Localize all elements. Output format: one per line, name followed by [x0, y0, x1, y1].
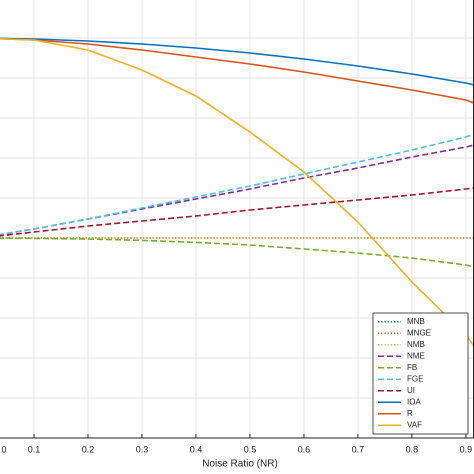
x-tick-label: 0.8: [406, 444, 419, 454]
legend-label: NMB: [407, 340, 425, 349]
legend-label: MNGE: [407, 328, 431, 337]
x-tick-label: 0.3: [136, 444, 149, 454]
series-line: [0, 37, 474, 86]
x-axis-label: Noise Ratio (NR): [202, 459, 278, 470]
legend-label: UI: [407, 386, 415, 395]
x-tick-label: 0.4: [190, 444, 203, 454]
x-tick-label: 0.2: [82, 444, 95, 454]
series-line: [0, 187, 474, 237]
legend-label: FGE: [407, 374, 423, 383]
legend-label: NME: [407, 351, 425, 360]
x-tick-label: 0.1: [28, 444, 41, 454]
legend-label: MNB: [407, 317, 425, 326]
series-line: [0, 37, 474, 104]
series-line: [0, 133, 474, 236]
legend-label: IOA: [407, 397, 421, 406]
series-line: [0, 237, 474, 268]
x-tick-label: 0.6: [298, 444, 311, 454]
series-line: [0, 37, 474, 347]
x-tick-label: 0.9: [460, 444, 473, 454]
x-tick-label: 0.7: [352, 444, 365, 454]
legend-label: FB: [407, 363, 417, 372]
x-tick-label: 0: [1, 444, 6, 454]
legend-label: VAF: [407, 420, 422, 429]
legend-label: R: [407, 409, 413, 418]
x-tick-label: 0.5: [244, 444, 257, 454]
